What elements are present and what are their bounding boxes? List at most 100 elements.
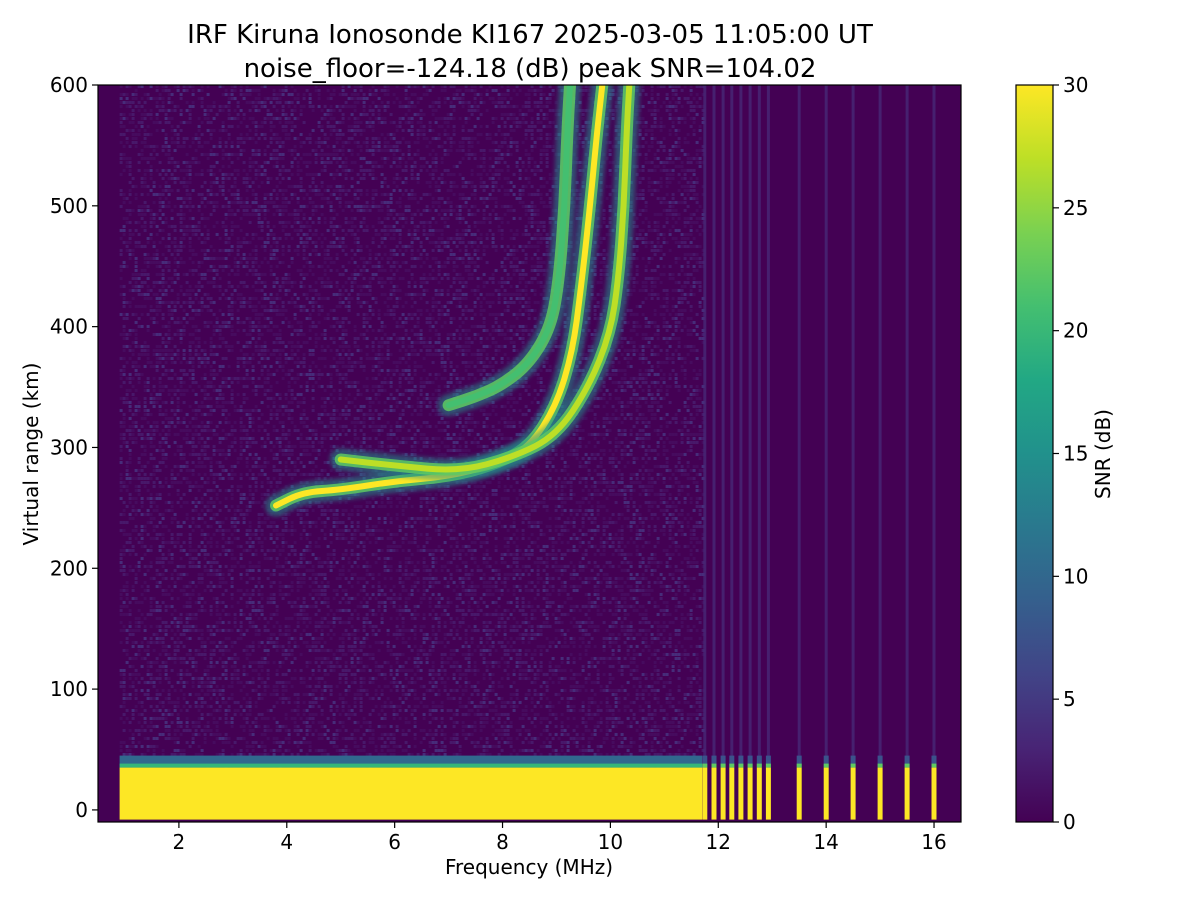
noise-cell [230, 233, 234, 236]
noise-cell [221, 377, 225, 380]
noise-cell [287, 569, 291, 572]
noise-cell [158, 549, 162, 552]
noise-cell [290, 341, 294, 344]
noise-cell [242, 361, 246, 364]
noise-cell [254, 565, 258, 568]
noise-cell [242, 549, 246, 552]
noise-cell [155, 705, 159, 708]
noise-cell [134, 221, 138, 224]
noise-cell [203, 449, 207, 452]
noise-cell [215, 601, 219, 604]
noise-cell [197, 629, 201, 632]
noise-cell [179, 181, 183, 184]
noise-cell [188, 745, 192, 748]
noise-cell [278, 341, 282, 344]
noise-cell [245, 317, 249, 320]
noise-cell [311, 361, 315, 364]
noise-cell [257, 217, 261, 220]
noise-cell [203, 553, 207, 556]
noise-cell [224, 213, 228, 216]
noise-cell [308, 253, 312, 256]
noise-cell [131, 93, 135, 96]
noise-cell [149, 577, 153, 580]
noise-cell [179, 721, 183, 724]
noise-cell [158, 333, 162, 336]
chart-title: IRF Kiruna Ionosonde KI167 2025-03-05 11… [187, 20, 873, 50]
noise-cell [203, 649, 207, 652]
noise-cell [209, 181, 213, 184]
noise-cell [119, 497, 123, 500]
noise-cell [167, 389, 171, 392]
noise-cell [197, 433, 201, 436]
noise-cell [179, 533, 183, 536]
noise-cell [176, 525, 180, 528]
noise-cell [275, 529, 279, 532]
noise-cell [239, 501, 243, 504]
noise-cell [242, 297, 246, 300]
noise-cell [122, 193, 126, 196]
noise-cell [230, 473, 234, 476]
noise-cell [185, 169, 189, 172]
noise-cell [167, 377, 171, 380]
noise-cell [215, 529, 219, 532]
noise-cell [143, 133, 147, 136]
noise-cell [137, 621, 141, 624]
noise-cell [269, 413, 273, 416]
noise-cell [278, 585, 282, 588]
noise-cell [287, 513, 291, 516]
noise-cell [212, 173, 216, 176]
noise-cell [266, 161, 270, 164]
noise-cell [149, 257, 153, 260]
noise-cell [119, 117, 123, 120]
noise-cell [167, 169, 171, 172]
noise-cell [242, 177, 246, 180]
noise-cell [251, 273, 255, 276]
noise-cell [215, 161, 219, 164]
noise-cell [242, 425, 246, 428]
noise-cell [167, 265, 171, 268]
noise-cell [209, 573, 213, 576]
noise-cell [245, 605, 249, 608]
noise-cell [209, 561, 213, 564]
noise-cell [128, 693, 132, 696]
noise-cell [173, 205, 177, 208]
noise-cell [308, 373, 312, 376]
noise-cell [146, 209, 150, 212]
noise-cell [119, 717, 123, 720]
noise-cell [197, 301, 201, 304]
noise-cell [125, 361, 129, 364]
noise-cell [128, 553, 132, 556]
noise-cell [305, 549, 309, 552]
noise-cell [197, 145, 201, 148]
noise-cell [149, 453, 153, 456]
noise-cell [170, 353, 174, 356]
noise-cell [158, 357, 162, 360]
noise-cell [272, 689, 276, 692]
noise-cell [176, 161, 180, 164]
noise-cell [230, 533, 234, 536]
noise-cell [245, 593, 249, 596]
noise-cell [170, 281, 174, 284]
noise-cell [275, 265, 279, 268]
noise-cell [311, 201, 315, 204]
noise-cell [308, 685, 312, 688]
noise-cell [263, 105, 267, 108]
noise-cell [230, 465, 234, 468]
noise-cell [161, 649, 165, 652]
noise-cell [137, 129, 141, 132]
noise-cell [272, 445, 276, 448]
noise-cell [191, 225, 195, 228]
noise-cell [176, 421, 180, 424]
noise-cell [287, 737, 291, 740]
noise-cell [272, 573, 276, 576]
noise-cell [233, 509, 237, 512]
noise-cell [224, 737, 228, 740]
noise-cell [209, 605, 213, 608]
noise-cell [125, 473, 129, 476]
noise-cell [221, 437, 225, 440]
noise-cell [161, 105, 165, 108]
noise-cell [176, 249, 180, 252]
noise-cell [200, 705, 204, 708]
noise-cell [227, 325, 231, 328]
noise-cell [251, 325, 255, 328]
